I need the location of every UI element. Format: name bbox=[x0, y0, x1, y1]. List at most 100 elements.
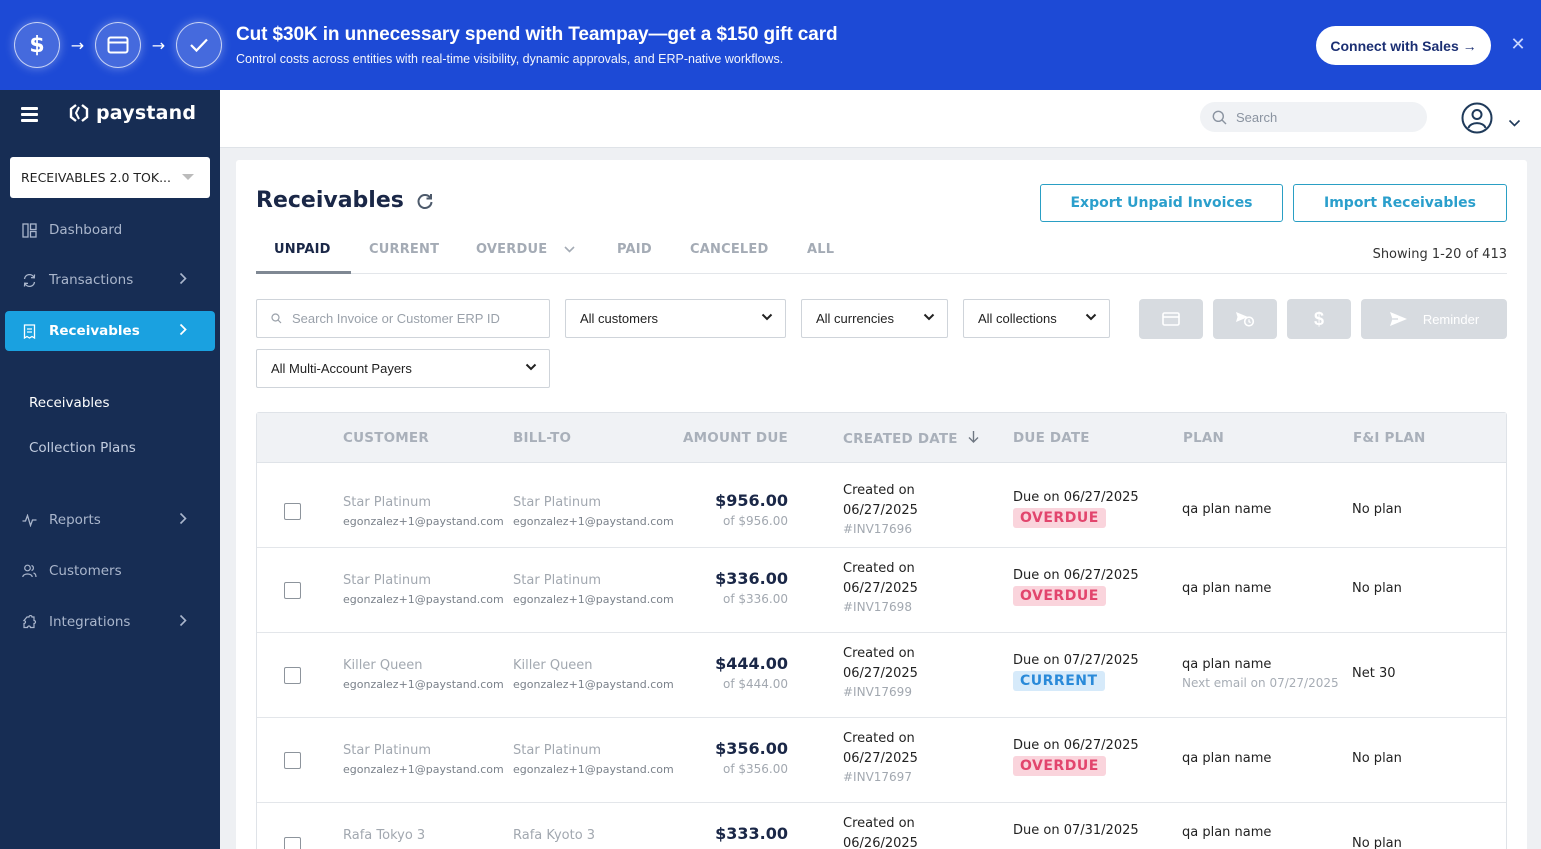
sidebar-item-label: Reports bbox=[49, 512, 101, 528]
sidebar-item-label: Transactions bbox=[49, 272, 134, 288]
row-checkbox[interactable] bbox=[284, 752, 301, 769]
sidebar-item-dashboard[interactable]: Dashboard bbox=[5, 210, 215, 250]
column-header-bill-to[interactable]: BILL-TO bbox=[513, 430, 572, 446]
arrow-right-icon: → bbox=[151, 35, 166, 55]
table-row[interactable]: Star Platinum egonzalez+1@paystand.com S… bbox=[257, 718, 1506, 803]
customer-name[interactable]: Star Platinum bbox=[343, 495, 432, 510]
column-header-created-date[interactable]: CREATED DATE bbox=[843, 430, 979, 447]
invoice-search-input[interactable] bbox=[292, 311, 532, 326]
amount-due: $444.00 bbox=[715, 654, 788, 673]
column-header-fi-plan[interactable]: F&I PLAN bbox=[1353, 430, 1426, 446]
row-checkbox[interactable] bbox=[284, 837, 301, 849]
sidebar-item-receivables[interactable]: Receivables bbox=[5, 311, 215, 351]
tab-current[interactable]: CURRENT bbox=[369, 242, 440, 257]
due-date: Due on 06/27/2025 bbox=[1013, 568, 1139, 583]
check-icon bbox=[176, 22, 222, 68]
amount-total: of $956.00 bbox=[722, 514, 788, 528]
paystand-logo-icon bbox=[69, 104, 89, 122]
row-checkbox[interactable] bbox=[284, 503, 301, 520]
amount-total: of $444.00 bbox=[722, 677, 788, 691]
sidebar-item-customers[interactable]: Customers bbox=[5, 551, 215, 591]
sidebar-subitem-receivables[interactable]: Receivables bbox=[29, 395, 110, 411]
table-row[interactable]: Rafa Tokyo 3 Rafa Kyoto 3 $333.00 Create… bbox=[257, 803, 1506, 849]
chevron-down-icon bbox=[761, 313, 773, 321]
refresh-icon[interactable] bbox=[416, 192, 434, 210]
column-header-customer[interactable]: CUSTOMER bbox=[343, 430, 429, 446]
account-selector[interactable]: RECEIVABLES 2.0 TOK... bbox=[10, 157, 210, 198]
plan-next-email: Next email on 07/27/2025 bbox=[1182, 676, 1339, 690]
plan-name: qa plan name bbox=[1182, 581, 1272, 596]
hamburger-menu-icon[interactable] bbox=[21, 107, 38, 125]
global-search-input[interactable] bbox=[1236, 109, 1406, 125]
chevron-down-icon[interactable] bbox=[1508, 112, 1521, 131]
bill-to-email: egonzalez+1@paystand.com bbox=[513, 515, 674, 528]
chevron-down-icon bbox=[923, 313, 935, 321]
sidebar-item-transactions[interactable]: Transactions bbox=[5, 260, 215, 300]
customer-name[interactable]: Star Platinum bbox=[343, 743, 432, 758]
chevron-down-icon[interactable] bbox=[564, 246, 575, 253]
fi-plan: No plan bbox=[1352, 751, 1402, 766]
bill-to-email: egonzalez+1@paystand.com bbox=[513, 593, 674, 606]
fi-plan: No plan bbox=[1352, 502, 1402, 517]
column-header-amount-due[interactable]: AMOUNT DUE bbox=[683, 430, 788, 446]
sidebar-item-reports[interactable]: Reports bbox=[5, 500, 215, 540]
customer-name[interactable]: Star Platinum bbox=[343, 573, 432, 588]
promo-steps: $ → → bbox=[14, 22, 222, 68]
global-search[interactable] bbox=[1200, 102, 1427, 132]
paystand-logo[interactable]: paystand bbox=[68, 102, 196, 124]
activity-icon bbox=[21, 512, 37, 528]
row-checkbox[interactable] bbox=[284, 667, 301, 684]
table-row[interactable]: Killer Queen egonzalez+1@paystand.com Ki… bbox=[257, 633, 1506, 718]
plan-name: qa plan name bbox=[1182, 502, 1272, 517]
record-payment-button[interactable]: $ bbox=[1287, 299, 1351, 339]
user-avatar-icon[interactable] bbox=[1461, 102, 1493, 134]
invoice-number[interactable]: #INV17698 bbox=[843, 600, 912, 614]
sidebar-item-label: Integrations bbox=[49, 614, 131, 630]
customer-name[interactable]: Rafa Tokyo 3 bbox=[343, 828, 426, 843]
invoice-number[interactable]: #INV17696 bbox=[843, 522, 912, 536]
tab-all[interactable]: ALL bbox=[807, 242, 835, 257]
column-header-plan[interactable]: PLAN bbox=[1183, 430, 1225, 446]
sidebar-subitem-collection-plans[interactable]: Collection Plans bbox=[29, 440, 136, 456]
promo-banner: $ → → Cut $30K in unnecessary spend with… bbox=[0, 0, 1541, 90]
collections-filter-select[interactable]: All collections bbox=[963, 299, 1110, 338]
import-receivables-button[interactable]: Import Receivables bbox=[1293, 184, 1507, 222]
customer-email: egonzalez+1@paystand.com bbox=[343, 678, 504, 691]
due-date: Due on 06/27/2025 bbox=[1013, 490, 1139, 505]
tab-paid[interactable]: PAID bbox=[617, 242, 652, 257]
customer-name[interactable]: Killer Queen bbox=[343, 658, 423, 673]
search-icon bbox=[271, 313, 282, 324]
tab-overdue[interactable]: OVERDUE bbox=[476, 242, 575, 257]
tab-canceled[interactable]: CANCELED bbox=[690, 242, 769, 257]
puzzle-icon bbox=[21, 614, 37, 630]
amount-due: $956.00 bbox=[715, 491, 788, 510]
created-label: Created on bbox=[843, 561, 915, 576]
tab-unpaid[interactable]: UNPAID bbox=[274, 242, 331, 257]
invoice-search[interactable] bbox=[256, 299, 550, 338]
row-checkbox[interactable] bbox=[284, 582, 301, 599]
column-header-due-date[interactable]: DUE DATE bbox=[1013, 430, 1090, 446]
users-icon bbox=[21, 563, 37, 579]
currencies-filter-select[interactable]: All currencies bbox=[801, 299, 948, 338]
status-badge: CURRENT bbox=[1013, 671, 1105, 691]
table-row[interactable]: Star Platinum egonzalez+1@paystand.com S… bbox=[257, 548, 1506, 633]
created-date: 06/27/2025 bbox=[843, 581, 918, 596]
sidebar-item-integrations[interactable]: Integrations bbox=[5, 602, 215, 642]
schedule-send-button[interactable] bbox=[1213, 299, 1277, 339]
pay-by-card-button[interactable] bbox=[1139, 299, 1203, 339]
send-reminder-button[interactable]: Reminder bbox=[1361, 299, 1507, 339]
invoice-number[interactable]: #INV17697 bbox=[843, 770, 912, 784]
connect-with-sales-button[interactable]: Connect with Sales → bbox=[1316, 26, 1491, 65]
close-icon[interactable]: ✕ bbox=[1510, 34, 1526, 55]
page-title: Receivables bbox=[256, 188, 434, 213]
send-reminder-label: Reminder bbox=[1422, 311, 1480, 327]
sidebar: paystand RECEIVABLES 2.0 TOK... Dashboar… bbox=[0, 90, 220, 849]
customers-filter-select[interactable]: All customers bbox=[565, 299, 786, 338]
tab-overdue-label: OVERDUE bbox=[476, 242, 548, 257]
export-unpaid-invoices-button[interactable]: Export Unpaid Invoices bbox=[1040, 184, 1283, 222]
sort-descending-icon bbox=[968, 431, 979, 443]
multi-account-payers-select[interactable]: All Multi-Account Payers bbox=[256, 349, 550, 388]
table-header: CUSTOMER BILL-TO AMOUNT DUE CREATED DATE… bbox=[257, 413, 1506, 463]
invoice-number[interactable]: #INV17699 bbox=[843, 685, 912, 699]
table-row[interactable]: Star Platinum egonzalez+1@paystand.com S… bbox=[257, 463, 1506, 548]
